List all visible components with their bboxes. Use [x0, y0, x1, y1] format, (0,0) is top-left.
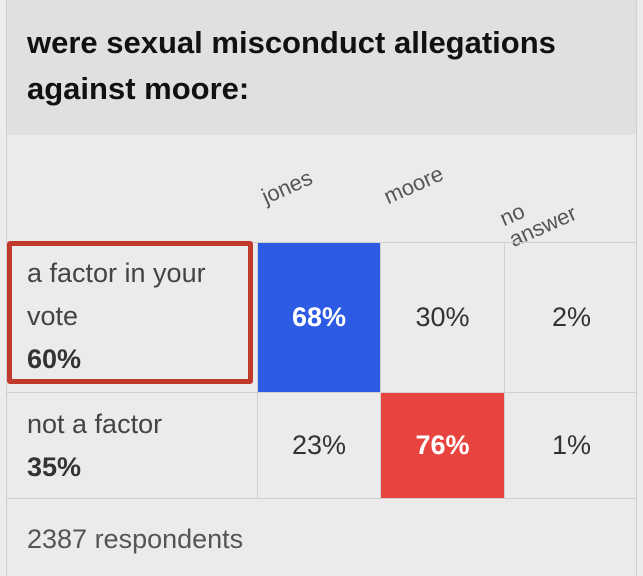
respondents-count: 2387 respondents: [27, 524, 244, 554]
grid-line: [380, 242, 381, 498]
cell-not-factor-jones: 23%: [291, 430, 347, 460]
cell-factor-moore: 30%: [415, 302, 470, 332]
grid-line: [257, 242, 258, 498]
row-label-not-factor: not a factor 35%: [27, 403, 247, 489]
row-label-factor: a factor in your vote 60%: [27, 252, 247, 381]
cell-not-factor-moore: 76%: [381, 393, 504, 498]
column-header-no-answer: no answer: [495, 198, 581, 252]
grid-line: [7, 242, 636, 243]
highlight-box: [7, 241, 253, 384]
grid-line: [7, 392, 636, 393]
grid-line: [7, 498, 636, 499]
cell-factor-no-answer: 2%: [551, 302, 592, 332]
row-share: 60%: [27, 344, 82, 374]
column-header-jones: jones: [257, 164, 317, 209]
cell-not-factor-no-answer: 1%: [551, 430, 592, 460]
cell-factor-jones: 68%: [258, 243, 380, 392]
row-share: 35%: [27, 452, 82, 482]
title-band: were sexual misconduct allegations again…: [7, 0, 636, 135]
column-header-moore: moore: [379, 160, 447, 209]
chart-title: were sexual misconduct allegations again…: [27, 25, 556, 106]
row-label-text: not a factor: [27, 409, 163, 439]
row-label-text: a factor in your vote: [27, 258, 206, 331]
exit-poll-card: were sexual misconduct allegations again…: [6, 0, 637, 576]
grid-line: [504, 242, 505, 498]
